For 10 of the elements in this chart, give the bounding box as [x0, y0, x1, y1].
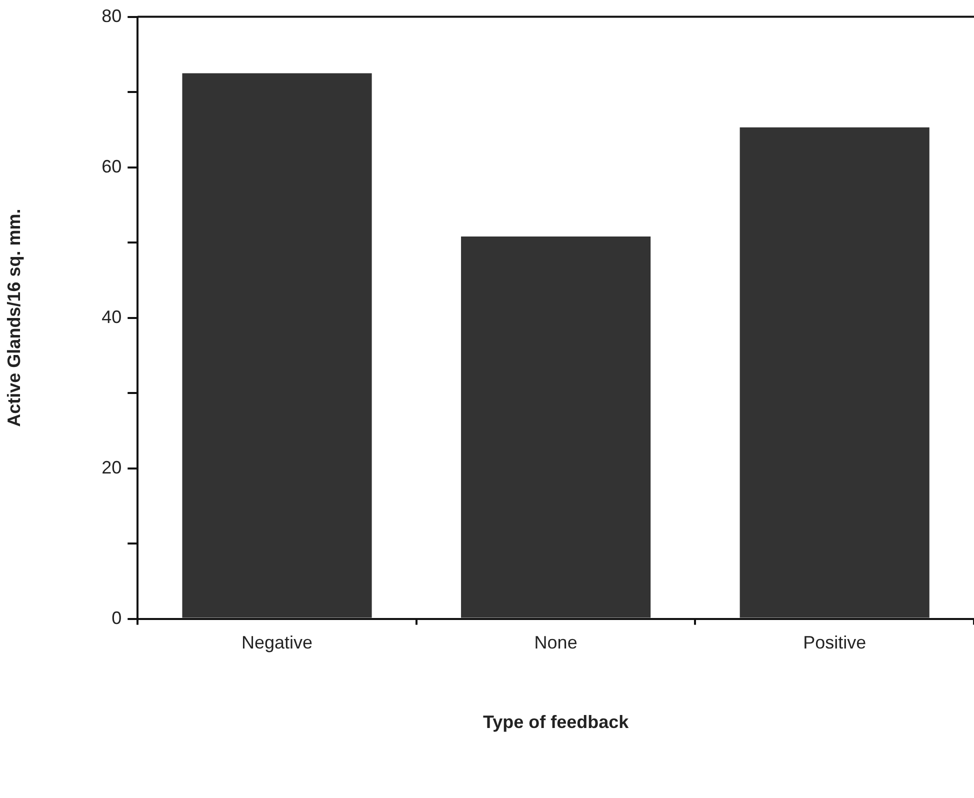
y-tick-label: 60	[102, 156, 122, 176]
x-tick-label: Negative	[241, 632, 313, 653]
y-tick-label: 20	[102, 457, 122, 478]
x-axis-title: Type of feedback	[482, 712, 630, 732]
y-tick-label: 0	[112, 608, 122, 628]
y-tick-label: 80	[102, 6, 122, 26]
x-tick-label: Positive	[803, 632, 866, 653]
y-axis-title: Active Glands/16 sq. mm.	[4, 208, 24, 427]
y-tick-label: 40	[102, 306, 122, 327]
x-tick-label: None	[534, 632, 578, 653]
